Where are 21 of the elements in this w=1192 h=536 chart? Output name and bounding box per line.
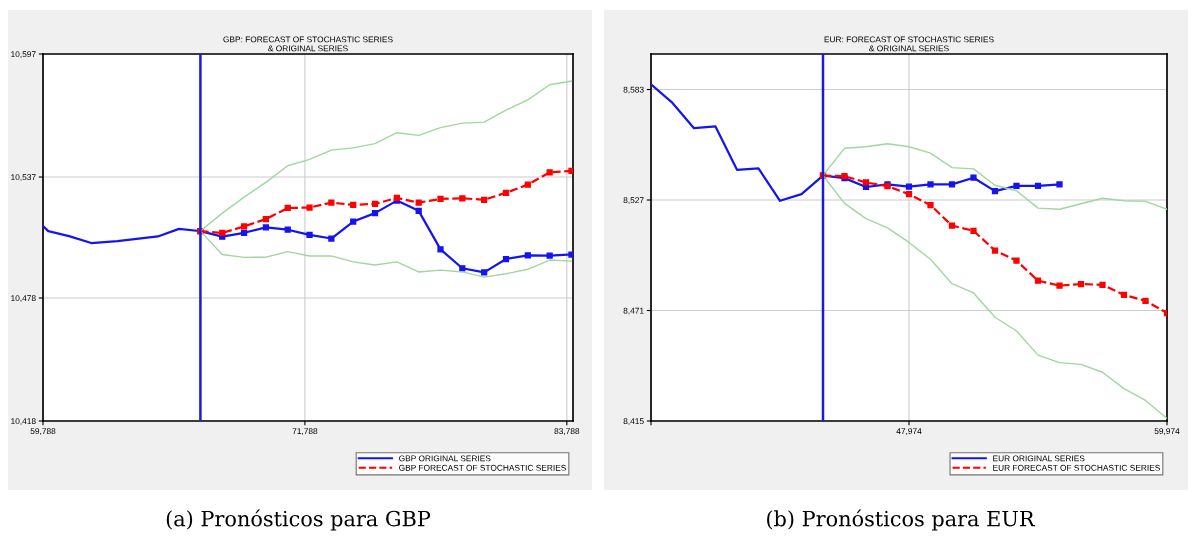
- legend-label: EUR ORIGINAL SERIES: [993, 455, 1085, 462]
- legend-label: EUR FORECAST OF STOCHASTIC SERIES: [993, 464, 1160, 471]
- y-tick-label: 8,415: [623, 418, 644, 426]
- y-tick-label: 8,583: [623, 86, 644, 94]
- chart-title: GBP: FORECAST OF STOCHASTIC SERIES & ORIGINAL SERIES: [223, 36, 393, 52]
- x-tick-label: 59,788: [30, 428, 56, 436]
- x-tick-label: 59,974: [1154, 428, 1180, 436]
- text: (b) Pronósticos para EUR: [767, 509, 1036, 531]
- text: (a) Pronósticos para GBP: [166, 509, 431, 531]
- legend-label: GBP ORIGINAL SERIES: [399, 455, 491, 462]
- y-tick-label: 10,418: [11, 418, 36, 426]
- legend-label: GBP FORECAST OF STOCHASTIC SERIES: [399, 464, 566, 471]
- y-tick-label: 8,527: [623, 197, 644, 205]
- y-tick-label: 10,537: [11, 174, 36, 182]
- x-tick-label: 83,788: [554, 428, 580, 436]
- y-tick-label: 8,471: [623, 307, 644, 315]
- x-tick-label: 47,974: [896, 428, 922, 436]
- chart-title: EUR: FORECAST OF STOCHASTIC SERIES & ORIGINAL SERIES: [824, 36, 994, 52]
- y-tick-label: 10,597: [11, 51, 36, 59]
- y-tick-label: 10,478: [11, 295, 36, 303]
- x-tick-label: 71,788: [292, 428, 318, 436]
